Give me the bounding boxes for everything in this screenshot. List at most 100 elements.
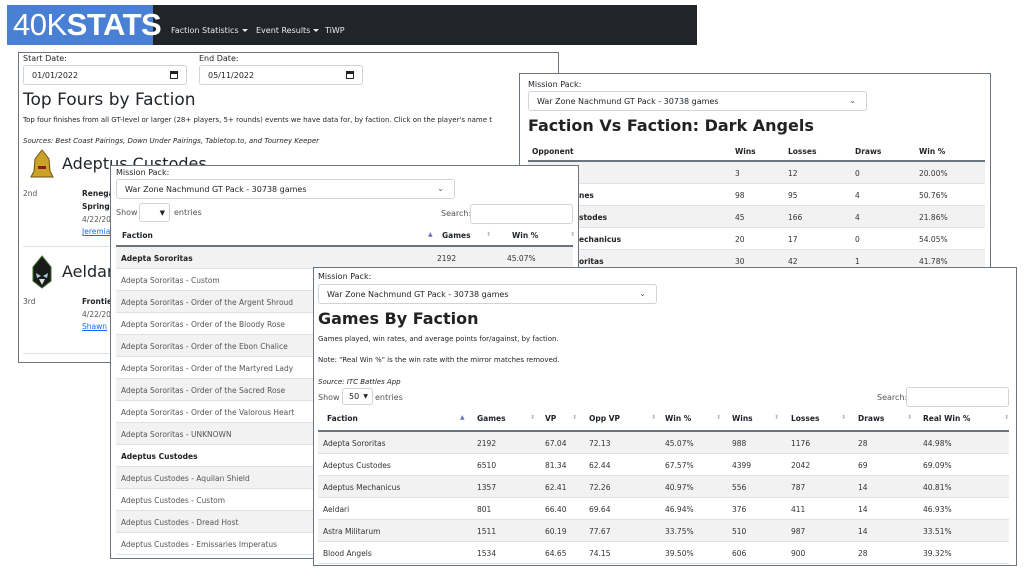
mission-pack-select[interactable]: War Zone Nachmund GT Pack - 30738 games ⌄ — [528, 91, 867, 111]
start-date-label: Start Date: — [23, 54, 67, 63]
sort-icon[interactable]: ⬍ — [570, 231, 576, 238]
faction-name[interactable]: Adepta Sororitas - Custom — [121, 276, 220, 285]
cell: 69.64 — [589, 505, 611, 514]
cell: 40.97% — [665, 483, 694, 492]
column-header-wins[interactable]: Wins — [732, 414, 753, 423]
column-header-draws[interactable]: Draws — [855, 147, 882, 156]
column-header-games[interactable]: Games — [477, 414, 506, 423]
search-input[interactable] — [906, 387, 1009, 407]
sort-ascending-icon[interactable]: ▲ — [428, 231, 433, 238]
sort-icon[interactable]: ⬍ — [774, 414, 780, 421]
column-header-win[interactable]: Win % — [665, 414, 692, 423]
cell: 1 — [855, 257, 860, 266]
faction-name[interactable]: Adeptus Custodes — [121, 452, 198, 461]
nav-tiwp[interactable]: TiWP — [325, 26, 345, 35]
faction-name[interactable]: Adeptus Custodes - Aquilan Shield — [121, 474, 250, 483]
faction-name[interactable]: Adepta Sororitas — [121, 254, 193, 263]
cell: 33.75% — [665, 527, 694, 536]
faction-name[interactable]: Aeldari — [323, 505, 350, 514]
column-header-opp-vp[interactable]: Opp VP — [589, 414, 621, 423]
table-row[interactable]: Adepta Sororitas 2192 45.07% — [116, 247, 573, 269]
mission-pack-label: Mission Pack: — [528, 80, 582, 89]
faction-name[interactable]: Adepta Sororitas - Order of the Argent S… — [121, 298, 294, 307]
site-logo[interactable]: 40KSTATS — [7, 5, 162, 45]
faction-name[interactable]: Adepta Sororitas - Order of the Martyred… — [121, 364, 294, 373]
event-date: 4/22/20 — [82, 215, 111, 224]
opponent-name: oritas — [579, 257, 604, 266]
cell: 28 — [858, 439, 868, 448]
column-header-win[interactable]: Win % — [512, 231, 539, 240]
sort-icon[interactable]: ⬍ — [486, 231, 492, 238]
column-header-win[interactable]: Win % — [919, 147, 946, 156]
caret-down-icon — [313, 29, 320, 32]
mission-pack-select[interactable]: War Zone Nachmund GT Pack - 30738 games ⌄ — [116, 179, 455, 199]
cell: 0 — [855, 235, 860, 244]
column-header-draws[interactable]: Draws — [858, 414, 885, 423]
faction-name[interactable]: Adepta Sororitas — [323, 439, 386, 448]
sort-icon[interactable]: ⬍ — [572, 414, 578, 421]
search-input[interactable] — [470, 204, 573, 224]
calendar-icon[interactable] — [170, 71, 178, 79]
faction-name[interactable]: Adepta Sororitas - Order of the Bloody R… — [121, 320, 285, 329]
cell: 95 — [788, 191, 798, 200]
cell: 12 — [788, 169, 798, 178]
table-row: Adepta Sororitas 2192 67.04 72.13 45.07% 988 1… — [318, 432, 1009, 454]
opponent-name: nes — [579, 191, 594, 200]
mission-pack-label: Mission Pack: — [116, 168, 170, 177]
cell: 64.65 — [545, 549, 567, 558]
start-date-input[interactable]: 01/01/2022 — [23, 65, 187, 85]
logo-text-light: 40K — [13, 7, 67, 42]
faction-name[interactable]: Adeptus Custodes — [323, 461, 391, 470]
games-by-faction-panel: Mission Pack: War Zone Nachmund GT Pack … — [313, 267, 1017, 566]
cell: 801 — [477, 505, 492, 514]
cell: 67.04 — [545, 439, 567, 448]
column-header-losses[interactable]: Losses — [791, 414, 820, 423]
column-header-real-win[interactable]: Real Win % — [923, 414, 971, 423]
sort-icon[interactable]: ⬍ — [907, 414, 913, 421]
table-row: stodes 45 166 4 21.86% — [528, 206, 985, 228]
column-header-wins[interactable]: Wins — [735, 147, 756, 156]
faction-name[interactable]: Adeptus Custodes - Dread Host — [121, 518, 239, 527]
cell: 46.94% — [665, 505, 694, 514]
cell: 1176 — [791, 439, 811, 448]
description: Games played, win rates, and average poi… — [318, 335, 559, 343]
faction-name[interactable]: Adepta Sororitas - Order of the Sacred R… — [121, 386, 286, 395]
faction-name[interactable]: Adepta Sororitas - Order of the Ebon Cha… — [121, 342, 288, 351]
player-link[interactable]: Jeremia — [82, 227, 111, 236]
sort-icon[interactable]: ⬍ — [530, 414, 536, 421]
column-header-losses[interactable]: Losses — [788, 147, 817, 156]
faction-name[interactable]: Astra Militarum — [323, 527, 381, 536]
faction-name[interactable]: Adeptus Custodes - Emissaries Imperatus — [121, 540, 278, 549]
player-link[interactable]: Shawn — [82, 322, 107, 331]
sort-icon[interactable]: ⬍ — [1004, 414, 1010, 421]
sort-icon[interactable]: ⬍ — [651, 414, 657, 421]
sort-ascending-icon[interactable]: ▲ — [460, 414, 465, 421]
faction-name[interactable]: Adeptus Custodes - Custom — [121, 496, 226, 505]
end-date-input[interactable]: 05/11/2022 — [199, 65, 363, 85]
page-length-select[interactable]: 50 ▼ — [342, 388, 373, 405]
faction-name[interactable]: Blood Angels — [323, 549, 372, 558]
column-header-opponent[interactable]: Opponent — [532, 147, 574, 156]
column-header-faction[interactable]: Faction — [122, 231, 153, 240]
nav-faction-statistics[interactable]: Faction Statistics — [171, 26, 248, 35]
faction-name[interactable]: Adepta Sororitas - Order of the Valorous… — [121, 408, 295, 417]
cell: 1534 — [477, 549, 497, 558]
sort-icon[interactable]: ⬍ — [716, 414, 722, 421]
calendar-icon[interactable] — [346, 71, 354, 79]
show-label: Show — [318, 393, 340, 402]
page-length-select[interactable]: ▼ — [139, 203, 170, 222]
sort-icon[interactable]: ⬍ — [841, 414, 847, 421]
column-header-games[interactable]: Games — [442, 231, 471, 240]
mission-pack-select[interactable]: War Zone Nachmund GT Pack - 30738 games ⌄ — [318, 284, 657, 304]
cell: 62.44 — [589, 461, 611, 470]
column-header-faction[interactable]: Faction — [327, 414, 358, 423]
faction-name[interactable]: Adeptus Mechanicus — [323, 483, 401, 492]
mission-pack-label: Mission Pack: — [318, 272, 372, 281]
logo-text-bold: STATS — [66, 7, 162, 42]
faction-name[interactable]: Adepta Sororitas - UNKNOWN — [121, 430, 232, 439]
column-header-vp[interactable]: VP — [545, 414, 557, 423]
cell: 900 — [791, 549, 806, 558]
cell: 14 — [858, 505, 868, 514]
table-row: Adeptus Mechanicus 1357 62.41 72.26 40.97% 55… — [318, 476, 1009, 498]
nav-event-results[interactable]: Event Results — [256, 26, 320, 35]
